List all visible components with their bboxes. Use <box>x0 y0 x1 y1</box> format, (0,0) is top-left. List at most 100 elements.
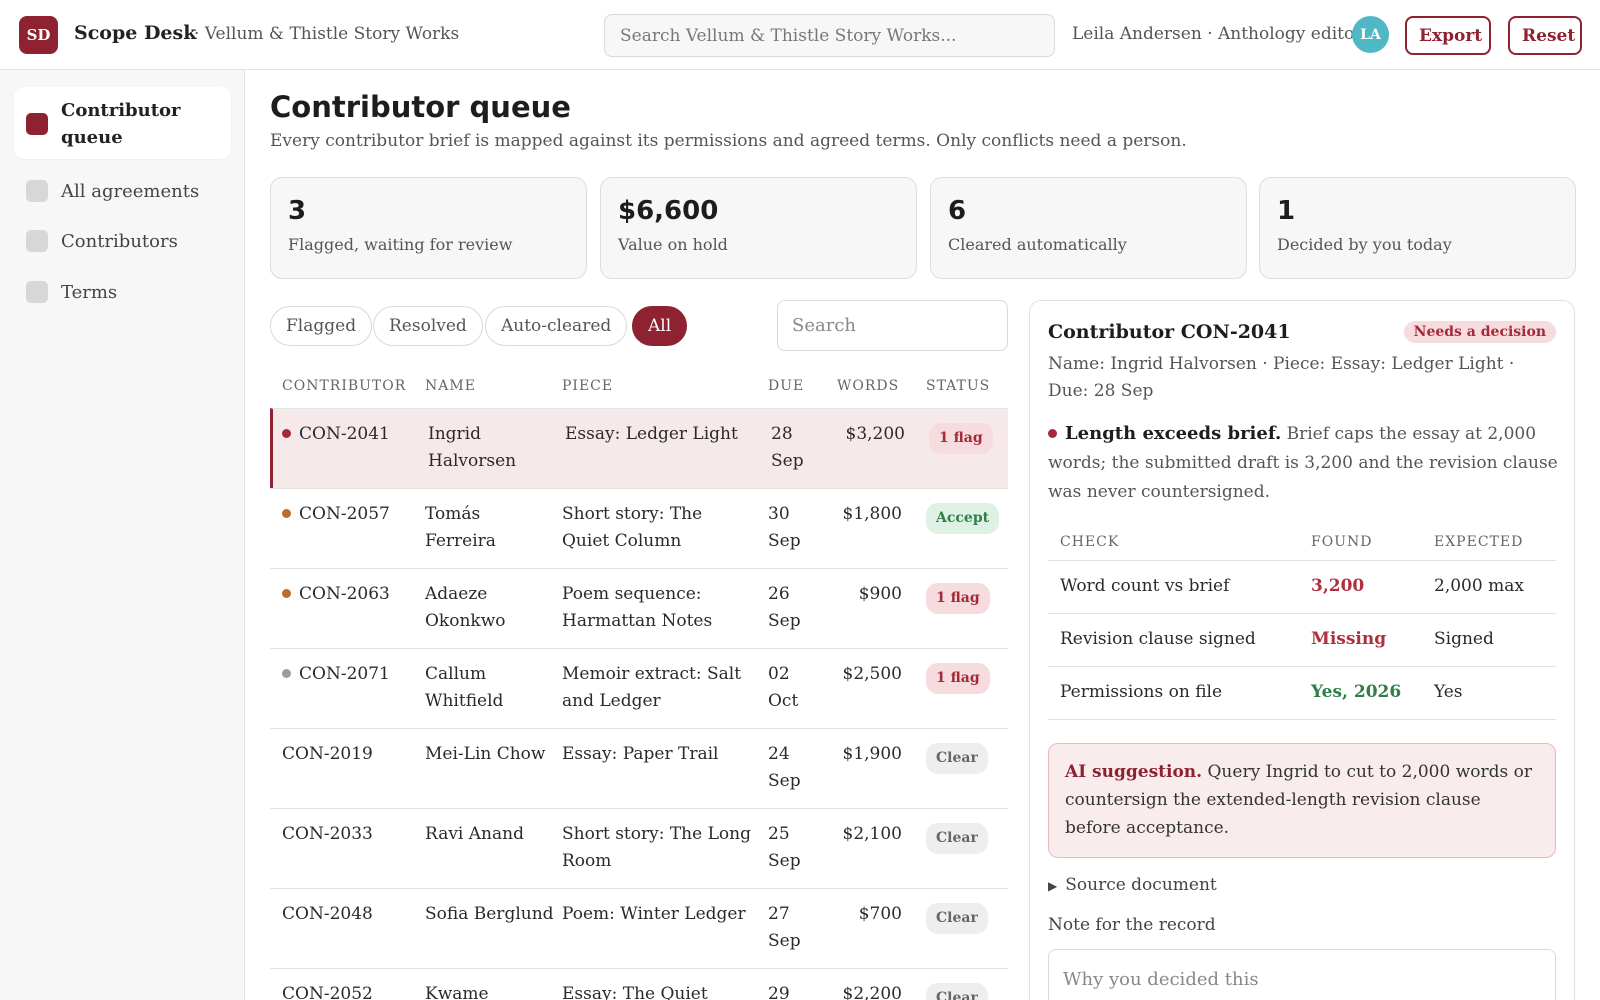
page-subtitle: Every contributor brief is mapped agains… <box>270 131 1187 151</box>
status-cell: Clear <box>926 823 988 854</box>
terms-icon <box>26 281 48 303</box>
checks-table: CHECK FOUND EXPECTED Word count vs brief… <box>1048 519 1556 720</box>
table-row[interactable]: CON-2033 Ravi Anand Short story: The Long … <box>270 808 1008 888</box>
table-row[interactable]: CON-2057 Tomás Ferreira Short story: The Q… <box>270 488 1008 568</box>
due-date: 24 Sep <box>768 744 801 791</box>
contributor-name: Mei-Lin Chow <box>425 744 546 764</box>
due-date: 30 Sep <box>768 504 801 551</box>
issue-title: Length exceeds brief. <box>1065 423 1282 444</box>
filter-chip-resolved[interactable]: Resolved <box>373 306 483 346</box>
contributor-id: CON-2052 <box>282 981 373 1000</box>
reset-button[interactable]: Reset <box>1508 16 1582 55</box>
ai-suggestion-label: AI suggestion. <box>1065 762 1203 782</box>
piece-title: Poem: Winter Ledger <box>562 904 746 924</box>
queue-icon <box>26 113 48 135</box>
piece-title: Essay: The Quiet <box>562 984 708 1000</box>
contributor-name: Callum Whitfield <box>425 664 504 711</box>
sidebar-item-contributor-queue[interactable]: Contributor queue <box>14 87 231 159</box>
workspace-name: · Vellum & Thistle Story Works <box>194 24 460 44</box>
check-expected: 2,000 max <box>1434 576 1524 596</box>
stat-card-value-on-hold: $6,600 Value on hold <box>600 177 917 279</box>
contributor-id-text: CON-2033 <box>282 824 373 844</box>
column-header: DUE <box>768 378 805 394</box>
table-row[interactable]: CON-2019 Mei-Lin Chow Essay: Paper Trail 24… <box>270 728 1008 808</box>
table-row[interactable]: CON-2063 Adaeze Okonkwo Poem sequence: Har… <box>270 568 1008 648</box>
export-button[interactable]: Export <box>1405 16 1491 55</box>
table-row[interactable]: CON-2048 Sofia Berglund Poem: Winter Ledge… <box>270 888 1008 968</box>
status-badge: Clear <box>926 903 988 934</box>
contributor-name: Tomás Ferreira <box>425 504 496 551</box>
contributor-name: Kwame <box>425 984 489 1000</box>
sidebar-item-label: Contributor queue <box>61 100 181 148</box>
issue-summary: Length exceeds brief. Brief caps the ess… <box>1048 419 1558 507</box>
check-expected: Yes <box>1434 682 1463 702</box>
contributor-name: Ingrid Halvorsen <box>428 424 517 471</box>
checks-header: CHECK FOUND EXPECTED <box>1048 519 1556 561</box>
stat-label: Value on hold <box>618 235 728 254</box>
piece-title: Memoir extract: Salt and Ledger <box>562 664 742 711</box>
check-row: Permissions on file Yes, 2026 Yes <box>1048 667 1556 720</box>
triangle-right-icon: ▶ <box>1048 879 1058 893</box>
user-info: Leila Andersen · Anthology editor <box>1072 24 1363 44</box>
contributor-id: CON-2033 <box>282 821 373 848</box>
contributor-id-text: CON-2057 <box>299 504 390 524</box>
sidebar-item-all-agreements[interactable]: All agreements <box>14 168 231 215</box>
sidebar: Contributor queue All agreements Contrib… <box>0 70 245 1000</box>
detail-meta: Name: Ingrid Halvorsen · Piece: Essay: L… <box>1048 354 1515 401</box>
status-dot-icon <box>282 509 291 518</box>
sidebar-item-label: Terms <box>61 282 118 303</box>
status-badge: 1 flag <box>926 583 990 614</box>
stat-value: 6 <box>948 196 967 226</box>
status-badge: Accept <box>926 503 1000 534</box>
contributor-id-text: CON-2052 <box>282 984 373 1000</box>
filter-chip-flagged[interactable]: Flagged <box>270 306 373 346</box>
contributor-id-text: CON-2048 <box>282 904 373 924</box>
table-row[interactable]: CON-2052 Kwame Essay: The Quiet 29 $2,200 Cle… <box>270 968 1008 1000</box>
filter-chip-all[interactable]: All <box>632 306 688 346</box>
source-document-toggle[interactable]: ▶ Source document <box>1048 875 1217 895</box>
piece-title: Essay: Ledger Light <box>565 424 738 444</box>
check-row: Revision clause signed Missing Signed <box>1048 614 1556 667</box>
words-value: $2,200 <box>842 984 902 1000</box>
due-date: 28 Sep <box>771 424 804 471</box>
words-value: $1,900 <box>842 744 902 764</box>
status-badge: Clear <box>926 743 988 774</box>
contributor-id: CON-2019 <box>282 741 373 768</box>
global-search-input[interactable] <box>604 14 1055 57</box>
queue-search-input[interactable] <box>777 300 1008 351</box>
check-expected: Signed <box>1434 629 1494 649</box>
sidebar-item-label: All agreements <box>61 181 200 202</box>
contributor-id: CON-2048 <box>282 901 373 928</box>
due-date: 29 <box>768 984 790 1000</box>
column-header: STATUS <box>926 378 991 394</box>
sidebar-item-label: Contributors <box>61 231 178 252</box>
sidebar-item-contributors[interactable]: Contributors <box>14 218 231 265</box>
top-bar: SD Scope Desk · Vellum & Thistle Story W… <box>0 0 1600 70</box>
status-badge: Clear <box>926 823 988 854</box>
sidebar-item-terms[interactable]: Terms <box>14 269 231 316</box>
contributor-name: Adaeze Okonkwo <box>425 584 506 631</box>
status-cell: Clear <box>926 983 988 1000</box>
contributor-id: CON-2041 <box>282 421 390 448</box>
due-date: 27 Sep <box>768 904 801 951</box>
status-cell: Clear <box>926 743 988 774</box>
flag-dot-icon <box>1048 429 1057 438</box>
status-badge: Clear <box>926 983 988 1000</box>
due-date: 02 Oct <box>768 664 799 711</box>
stat-value: 3 <box>288 196 307 226</box>
note-label: Note for the record <box>1048 915 1216 935</box>
column-header: NAME <box>425 378 476 394</box>
contributor-id-text: CON-2063 <box>299 584 390 604</box>
contributor-id: CON-2063 <box>282 581 390 608</box>
check-found: 3,200 <box>1311 576 1365 596</box>
avatar[interactable]: LA <box>1352 16 1389 53</box>
words-value: $2,100 <box>842 824 902 844</box>
agreements-icon <box>26 180 48 202</box>
ai-suggestion-box: AI suggestion. Query Ingrid to cut to 2,… <box>1048 743 1556 858</box>
source-document-label: Source document <box>1065 875 1217 895</box>
piece-title: Short story: The Long Room <box>562 824 751 871</box>
note-input[interactable] <box>1048 949 1556 1000</box>
table-row[interactable]: CON-2041 Ingrid Halvorsen Essay: Ledger Li… <box>270 408 1008 488</box>
filter-chip-auto-cleared[interactable]: Auto-cleared <box>485 306 628 346</box>
table-row[interactable]: CON-2071 Callum Whitfield Memoir extract: … <box>270 648 1008 728</box>
